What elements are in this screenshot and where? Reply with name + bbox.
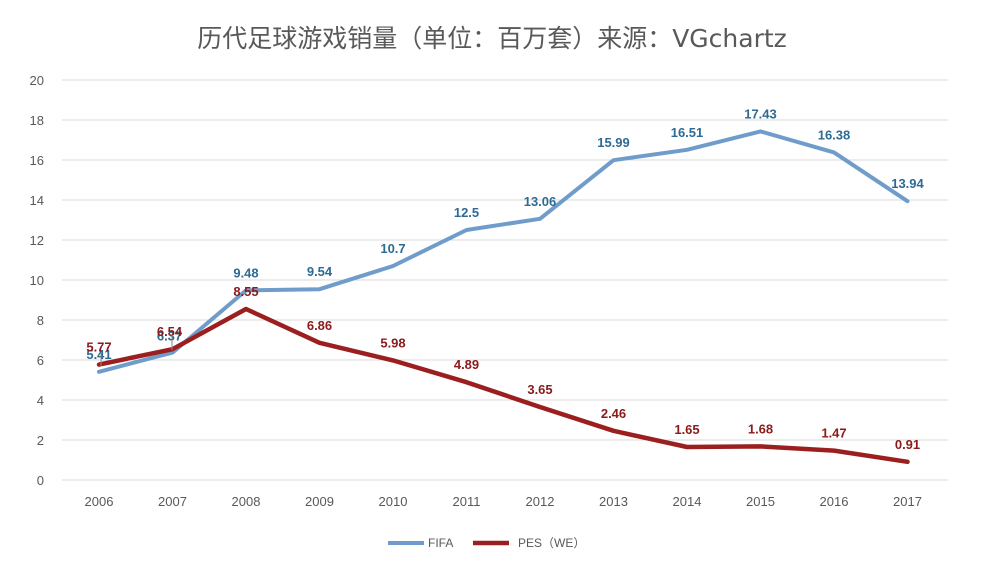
data-label-pes: 6.54: [157, 324, 183, 339]
y-tick-label: 14: [30, 193, 44, 208]
series-line-pes: [96, 306, 910, 465]
x-tick-label: 2012: [526, 494, 555, 509]
y-tick-label: 12: [30, 233, 44, 248]
data-label-fifa: 9.54: [307, 264, 333, 279]
data-labels: 5.41 6.37 9.48 9.54 10.7 12.5 13.06 15.99 16.51 1…: [86, 106, 924, 451]
x-tick-label: 2015: [746, 494, 775, 509]
y-tick-label: 18: [30, 113, 44, 128]
legend-label: PES（WE）: [518, 536, 585, 550]
x-tick-label: 2011: [453, 494, 481, 509]
x-tick-label: 2008: [232, 494, 261, 509]
data-label-pes: 4.89: [454, 357, 479, 372]
data-label-pes: 0.91: [895, 437, 920, 452]
chart-title: 历代足球游戏销量（单位：百万套）来源：VGchartz: [197, 24, 787, 53]
y-tick-label: 4: [37, 393, 44, 408]
x-tick-label: 2010: [379, 494, 408, 509]
data-label-fifa: 17.43: [744, 106, 777, 121]
y-tick-label: 8: [37, 313, 44, 328]
data-label-pes: 5.98: [380, 335, 405, 350]
y-tick-label: 6: [37, 353, 44, 368]
series-line-fifa: [97, 129, 910, 374]
data-label-fifa: 6.37: [157, 329, 182, 344]
x-tick-label: 2009: [305, 494, 334, 509]
data-label-fifa: 13.06: [524, 194, 557, 209]
data-label-pes: 1.65: [674, 422, 699, 437]
x-tick-label: 2016: [820, 494, 849, 509]
data-label-fifa: 15.99: [597, 135, 630, 150]
data-label-fifa: 16.38: [818, 127, 851, 142]
legend-label: FIFA: [428, 536, 453, 550]
legend: FIFA PES（WE）: [388, 536, 585, 550]
series-lines: [96, 129, 910, 465]
data-label-fifa: 10.7: [380, 241, 405, 256]
data-label-pes: 1.47: [821, 426, 846, 441]
x-tick-label: 2014: [673, 494, 702, 509]
data-label-pes: 5.77: [86, 340, 111, 355]
x-tick-label: 2006: [85, 494, 114, 509]
y-tick-label: 10: [30, 273, 44, 288]
data-label-pes: 1.68: [748, 421, 773, 436]
data-label-pes: 8.55: [233, 284, 258, 299]
y-tick-label: 2: [37, 433, 44, 448]
x-tick-label: 2013: [599, 494, 628, 509]
data-label-fifa: 9.48: [233, 265, 258, 280]
gridlines: [62, 79, 948, 481]
data-label-pes: 2.46: [601, 406, 626, 421]
x-tick-label: 2017: [893, 494, 922, 509]
y-tick-label: 16: [30, 153, 44, 168]
data-label-pes: 3.65: [527, 382, 552, 397]
y-tick-label: 0: [37, 473, 44, 488]
data-label-fifa: 5.41: [86, 347, 111, 362]
data-label-pes: 6.86: [307, 318, 332, 333]
x-tick-label: 2007: [158, 494, 187, 509]
data-label-fifa: 12.5: [454, 205, 479, 220]
y-tick-label: 20: [30, 73, 44, 88]
data-label-fifa: 16.51: [671, 125, 704, 140]
axes: 0 2 4 6 8 10 12 14 16 18 20 2006 2007 2008 2009 2010 201…: [30, 73, 922, 509]
data-label-fifa: 13.94: [891, 176, 924, 191]
